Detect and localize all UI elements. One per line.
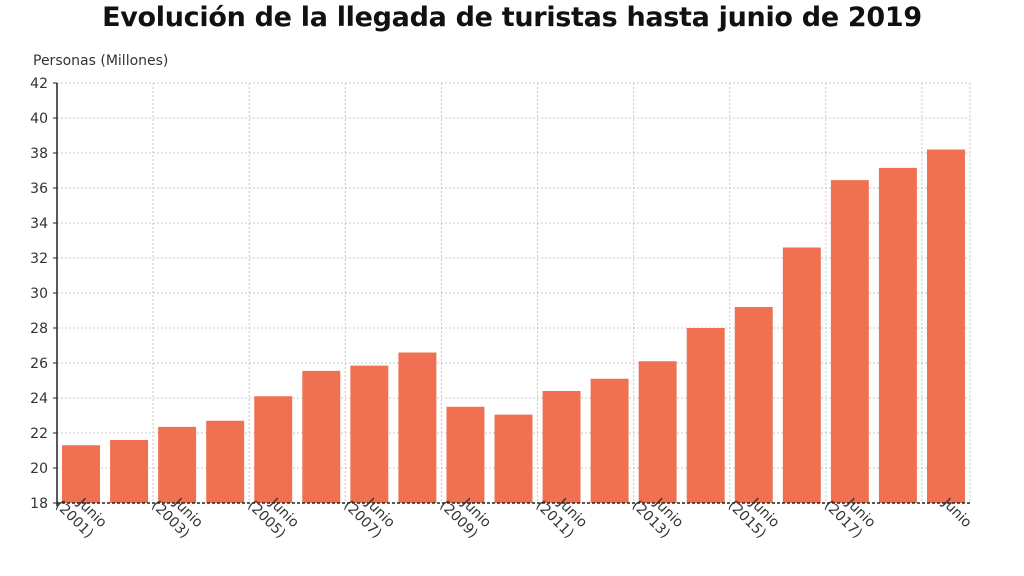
bar-junio-2008 (398, 352, 437, 503)
y-tick-label: 28 (30, 321, 48, 337)
bars (62, 149, 965, 503)
bar-junio-2003 (158, 426, 197, 503)
bar-junio-2010 (494, 414, 533, 503)
y-tick-label: 32 (30, 251, 48, 267)
bar-junio-2002 (110, 440, 149, 503)
bar-junio-2004 (206, 420, 245, 503)
axes (53, 82, 970, 506)
y-tick-label: 36 (30, 181, 48, 197)
y-tick-label: 34 (30, 216, 48, 232)
y-tick-label: 20 (30, 461, 48, 477)
bar-junio-2018 (878, 167, 917, 503)
bar-junio-2019 (926, 149, 965, 503)
bar-junio-2016 (782, 247, 821, 503)
bar-junio-2006 (302, 370, 341, 503)
y-tick-label: 26 (30, 356, 48, 372)
bar-junio-2014 (686, 328, 725, 503)
bar-junio-2017 (830, 180, 869, 503)
bar-junio-2015 (734, 307, 773, 503)
y-tick-label: 42 (30, 76, 48, 92)
y-tick-labels: 18 20 22 24 26 28 30 32 34 36 38 40 42 (30, 76, 48, 512)
y-tick-label: 40 (30, 111, 48, 127)
bar-junio-2001 (62, 445, 101, 503)
y-tick-label: 24 (30, 391, 48, 407)
bar-junio-2005 (254, 396, 293, 503)
bar-junio-2013 (638, 361, 677, 503)
y-axis-label: Personas (Millones) (33, 53, 169, 69)
bar-junio-2012 (590, 378, 629, 503)
chart-title: Evolución de la llegada de turistas hast… (102, 2, 922, 33)
y-tick-label: 30 (30, 286, 48, 302)
y-tick-label: 18 (30, 496, 48, 512)
bar-junio-2011 (542, 391, 581, 503)
y-tick-label: 38 (30, 146, 48, 162)
y-tick-label: 22 (30, 426, 48, 442)
bar-junio-2007 (350, 365, 389, 503)
bar-junio-2009 (446, 406, 485, 503)
